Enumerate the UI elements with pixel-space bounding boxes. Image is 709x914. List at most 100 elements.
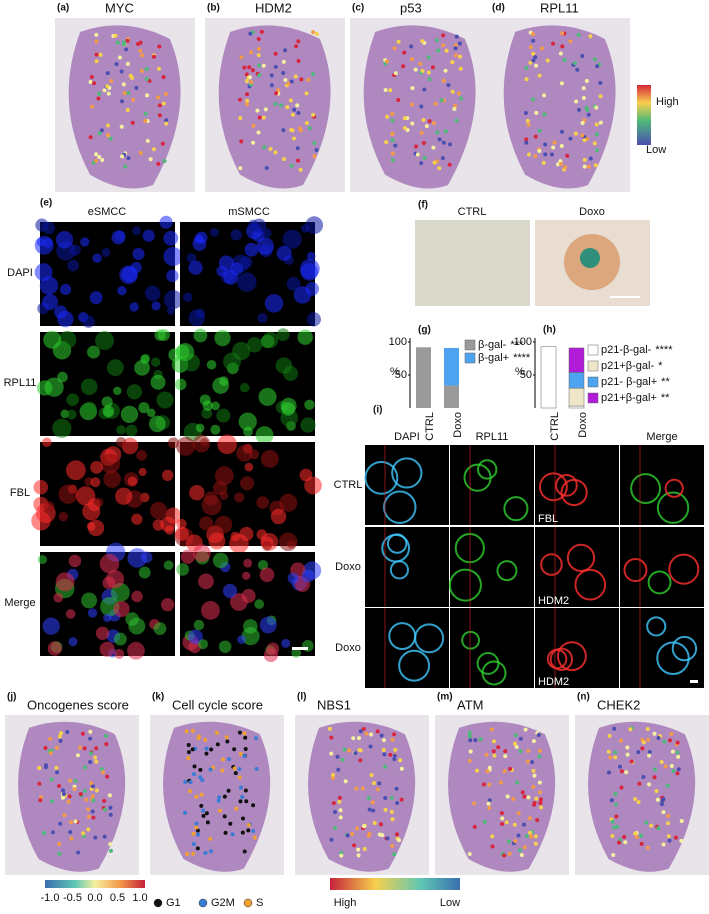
nucleus — [270, 508, 287, 525]
spot — [647, 782, 652, 787]
nucleus — [192, 544, 211, 563]
spot — [410, 86, 415, 91]
nucleus — [630, 473, 662, 504]
nucleus — [90, 461, 103, 474]
spot — [675, 740, 680, 745]
spot — [94, 759, 99, 764]
spot — [274, 91, 279, 96]
spot — [290, 112, 295, 117]
spot — [90, 794, 95, 799]
spot — [426, 55, 431, 60]
nucleus — [55, 231, 74, 249]
spot — [108, 136, 113, 141]
nucleus — [57, 310, 74, 328]
nucleus — [113, 632, 127, 646]
spot — [393, 143, 398, 148]
nucleus — [166, 269, 179, 283]
nucleus — [66, 409, 77, 420]
spot — [500, 822, 505, 827]
spot — [128, 73, 133, 78]
nucleus — [234, 492, 245, 503]
spot — [248, 31, 253, 36]
spot — [502, 769, 507, 774]
spot — [392, 46, 397, 51]
nucleus — [262, 541, 272, 551]
spot — [358, 758, 363, 763]
spot — [421, 141, 426, 146]
nucleus — [125, 424, 138, 437]
spot — [186, 756, 191, 761]
spot — [230, 832, 235, 837]
spot — [422, 87, 427, 92]
legend-significance: **** — [655, 344, 673, 356]
spot — [447, 162, 452, 167]
spot — [507, 839, 512, 844]
spot — [338, 815, 343, 820]
nucleus — [37, 555, 47, 565]
spot — [647, 749, 652, 754]
spot — [199, 792, 204, 797]
spot — [126, 156, 131, 161]
spot — [500, 816, 505, 821]
spot — [530, 760, 535, 765]
spot — [333, 809, 338, 814]
spot — [256, 37, 261, 42]
spot — [130, 120, 135, 125]
spot — [220, 768, 225, 773]
spot — [107, 793, 112, 798]
spot — [390, 817, 395, 822]
spot — [595, 64, 600, 69]
spot — [390, 138, 395, 143]
spot — [48, 736, 53, 741]
nucleus — [251, 218, 267, 233]
nucleus — [142, 229, 155, 242]
spot — [531, 97, 536, 102]
spot — [534, 63, 539, 68]
spot — [289, 127, 294, 132]
spot — [244, 799, 249, 804]
nucleus — [102, 405, 115, 418]
spot — [666, 813, 671, 818]
nucleus — [383, 490, 417, 524]
colorbar — [330, 878, 460, 890]
nucleus — [540, 553, 563, 576]
spot — [200, 778, 205, 783]
spot — [237, 775, 242, 780]
nucleus — [546, 648, 568, 670]
spot — [528, 830, 533, 835]
axis-label: % — [390, 366, 400, 378]
spot — [37, 781, 42, 786]
spot — [381, 748, 386, 753]
panel-label: (n) — [577, 692, 590, 703]
spot — [375, 787, 380, 792]
spot — [644, 820, 649, 825]
spot — [639, 833, 644, 838]
nucleus — [230, 262, 244, 276]
nucleus — [256, 496, 270, 509]
spot — [99, 128, 104, 133]
spot — [89, 781, 94, 786]
spot — [314, 31, 319, 36]
spot — [238, 799, 243, 804]
spot — [679, 838, 684, 843]
nucleus — [244, 462, 254, 472]
row-label: Doxo — [335, 561, 361, 573]
spot — [656, 826, 661, 831]
spot — [390, 111, 395, 116]
nucleus — [66, 393, 80, 407]
spot — [106, 91, 111, 96]
spot — [57, 851, 62, 856]
spot — [296, 111, 301, 116]
spot — [67, 794, 72, 799]
nucleus — [83, 401, 97, 415]
spot — [342, 747, 347, 752]
scale-bar — [292, 647, 308, 650]
legend-significance: **** — [513, 352, 531, 364]
nucleus — [58, 511, 69, 522]
spot — [641, 775, 646, 780]
spot — [102, 834, 107, 839]
spot — [560, 31, 565, 36]
confocal — [620, 527, 704, 607]
spot — [72, 787, 77, 792]
nucleus — [287, 572, 299, 584]
